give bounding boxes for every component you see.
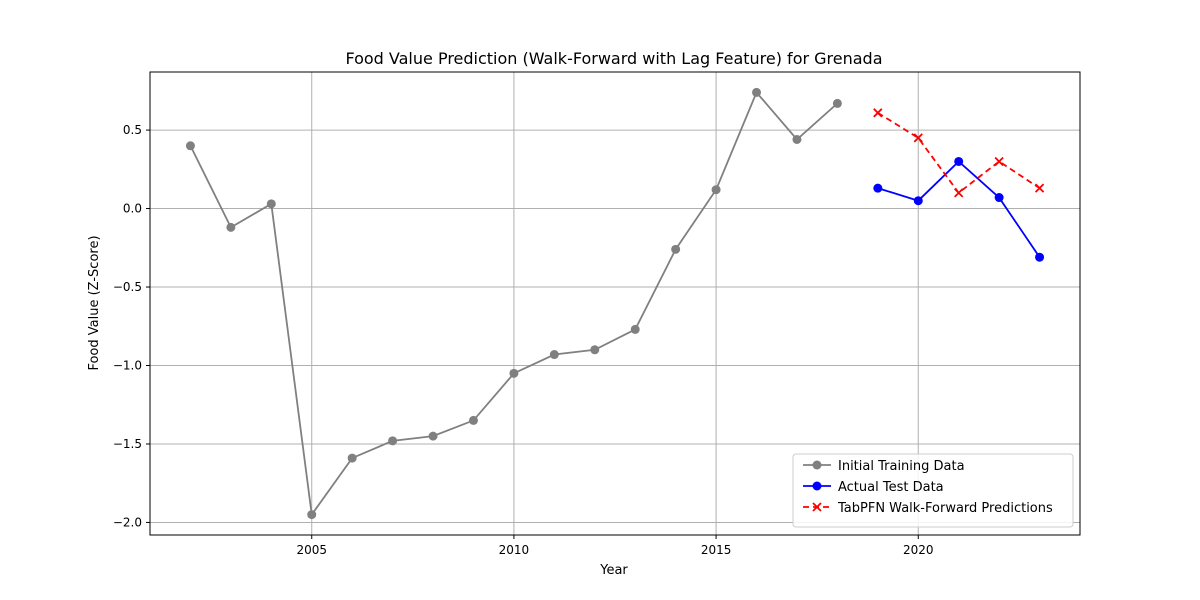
legend-label: Initial Training Data — [838, 459, 965, 474]
y-tick-label: 0.0 — [123, 202, 142, 216]
legend-marker — [812, 460, 822, 470]
data-point — [792, 134, 802, 144]
data-point — [1034, 183, 1045, 193]
data-point — [913, 133, 923, 143]
x-tick-label: 2005 — [296, 543, 327, 557]
legend-box — [792, 453, 1074, 528]
x-tick-label: 2010 — [499, 543, 530, 557]
data-point — [549, 350, 559, 360]
x-axis-label: Year — [599, 563, 628, 578]
data-point — [873, 183, 883, 193]
legend-marker — [812, 502, 822, 512]
data-point — [307, 510, 317, 520]
data-point — [509, 368, 519, 378]
data-point — [832, 98, 842, 108]
data-point — [428, 431, 438, 441]
data-point — [226, 222, 236, 232]
data-point — [185, 141, 195, 151]
data-point — [913, 196, 923, 206]
data-point — [671, 244, 681, 254]
data-point — [590, 345, 600, 355]
series-1 — [185, 87, 842, 520]
data-point — [468, 415, 478, 425]
series-line — [877, 112, 1041, 195]
y-tick-label: −2.0 — [113, 515, 142, 529]
data-point — [1035, 252, 1045, 262]
chart-title: Food Value Prediction (Walk-Forward with… — [345, 49, 882, 68]
x-tick-label: 2015 — [701, 543, 732, 557]
y-tick-label: −0.5 — [113, 280, 142, 294]
y-axis-ticks: 0.5 0.0 −0.5 −1.0 −1.5 −2.0 — [113, 123, 150, 529]
y-tick-label: −1.0 — [113, 358, 142, 372]
legend: Initial Training Data Actual Test Data Tab… — [792, 453, 1074, 528]
y-tick-label: −1.5 — [113, 437, 142, 451]
x-tick-label: 2020 — [903, 543, 934, 557]
data-point — [954, 156, 964, 166]
data-point — [347, 453, 357, 463]
legend-entry: TabPFN Walk-Forward Predictions — [803, 501, 1053, 516]
y-tick-label: 0.5 — [123, 123, 142, 137]
legend-entry: Initial Training Data — [803, 459, 965, 474]
data-point — [266, 199, 276, 209]
legend-entry: Actual Test Data — [803, 480, 944, 495]
data-point — [388, 436, 398, 446]
legend-label: Actual Test Data — [838, 480, 944, 495]
legend-label: TabPFN Walk-Forward Predictions — [837, 501, 1053, 516]
data-point — [752, 87, 762, 97]
series-line — [877, 160, 1041, 258]
data-point — [994, 156, 1004, 167]
series-3 — [873, 108, 1045, 198]
data-point — [711, 185, 721, 195]
data-point — [873, 108, 883, 118]
x-axis-ticks: 2005 2010 2015 2020 — [296, 535, 934, 557]
series-2 — [873, 156, 1045, 262]
data-point — [630, 324, 640, 334]
data-point — [994, 193, 1004, 203]
y-axis-label: Food Value (Z-Score) — [87, 235, 102, 370]
data-point — [954, 188, 964, 198]
legend-marker — [812, 481, 822, 491]
series-layer — [185, 87, 1045, 520]
plot-frame — [149, 71, 1081, 536]
